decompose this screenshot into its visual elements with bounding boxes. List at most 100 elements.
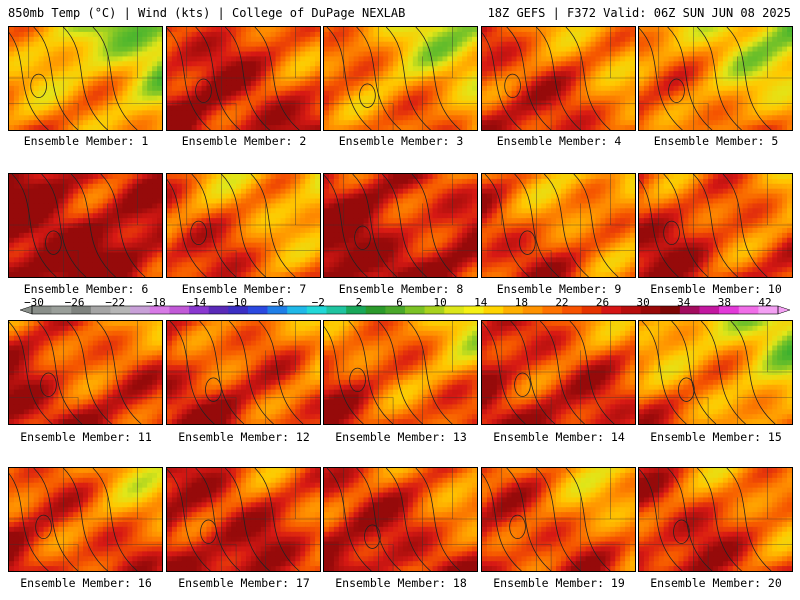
temperature-cell — [383, 56, 389, 62]
temperature-cell — [241, 247, 247, 253]
temperature-cell — [457, 125, 463, 130]
temperature-cell — [472, 66, 477, 72]
temperature-cell — [427, 178, 434, 185]
temperature-cell — [9, 71, 15, 77]
temperature-cell — [310, 71, 316, 77]
temperature-cell — [310, 95, 316, 102]
temperature-cell — [53, 90, 59, 97]
temperature-cell — [73, 267, 79, 273]
temperature-cell — [171, 227, 178, 234]
temperature-cell — [152, 242, 158, 249]
temperature-cell — [625, 76, 631, 82]
temperature-cell — [97, 262, 104, 268]
temperature-cell — [653, 27, 660, 33]
temperature-cell — [112, 90, 119, 97]
temperature-cell — [63, 242, 69, 249]
temperature-cell — [639, 36, 645, 43]
temperature-cell — [300, 105, 306, 111]
temperature-cell — [216, 36, 222, 43]
temperature-cell — [241, 46, 247, 53]
temperature-cell — [407, 56, 414, 62]
temperature-cell — [38, 66, 45, 72]
temperature-cell — [107, 213, 114, 219]
temperature-cell — [191, 27, 198, 33]
temperature-cell — [275, 46, 282, 53]
temperature-cell — [33, 272, 40, 277]
temperature-cell — [767, 85, 773, 92]
temperature-cell — [250, 85, 257, 92]
temperature-cell — [300, 183, 306, 190]
temperature-cell — [732, 61, 739, 67]
temperature-cell — [216, 56, 222, 62]
temperature-cell — [107, 208, 114, 214]
temperature-cell — [132, 174, 138, 180]
temperature-cell — [295, 193, 301, 200]
temperature-cell — [241, 208, 247, 214]
temperature-cell — [48, 71, 54, 77]
temperature-cell — [363, 27, 369, 33]
temperature-cell — [427, 110, 434, 116]
temperature-cell — [245, 223, 252, 229]
temperature-cell — [315, 56, 320, 62]
temperature-cell — [92, 272, 99, 277]
temperature-cell — [260, 198, 267, 204]
temperature-cell — [407, 46, 414, 53]
temperature-cell — [683, 120, 689, 126]
temperature-cell — [348, 183, 355, 190]
temperature-cell — [620, 125, 626, 130]
temperature-cell — [310, 188, 316, 195]
temperature-cell — [762, 51, 768, 57]
temperature-cell — [353, 105, 360, 111]
temperature-cell — [575, 56, 582, 62]
temperature-cell — [373, 76, 379, 82]
temperature-cell — [73, 66, 79, 72]
temperature-cell — [388, 110, 394, 116]
temperature-cell — [643, 125, 650, 130]
temperature-cell — [398, 188, 404, 195]
temperature-cell — [216, 76, 222, 82]
temperature-cell — [570, 71, 577, 77]
temperature-cell — [295, 237, 301, 244]
temperature-cell — [457, 66, 463, 72]
temperature-cell — [417, 90, 424, 97]
temperature-cell — [767, 41, 773, 48]
temperature-cell — [402, 61, 409, 67]
temperature-cell — [73, 110, 79, 116]
temperature-cell — [18, 105, 25, 111]
temperature-cell — [328, 174, 335, 180]
temperature-cell — [501, 61, 508, 67]
temperature-cell — [290, 71, 296, 77]
temperature-cell — [648, 85, 655, 92]
temperature-cell — [236, 188, 242, 195]
temperature-cell — [678, 105, 684, 111]
temperature-cell — [658, 120, 665, 126]
temperature-cell — [295, 115, 301, 121]
temperature-cell — [732, 90, 739, 97]
temperature-cell — [590, 41, 597, 48]
temperature-cell — [605, 46, 611, 53]
temperature-cell — [181, 178, 188, 185]
temperature-cell — [565, 51, 572, 57]
temperature-cell — [137, 120, 143, 126]
temperature-cell — [673, 120, 679, 126]
temperature-cell — [38, 272, 45, 277]
temperature-cell — [417, 66, 424, 72]
temperature-cell — [265, 232, 272, 239]
temperature-cell — [28, 203, 35, 209]
temperature-cell — [250, 95, 257, 102]
temperature-cell — [33, 193, 40, 200]
temperature-cell — [398, 66, 404, 72]
temperature-cell — [388, 27, 394, 33]
temperature-cell — [73, 27, 79, 33]
temperature-cell — [343, 218, 350, 224]
temperature-cell — [658, 85, 665, 92]
temperature-cell — [260, 56, 267, 62]
temperature-cell — [447, 66, 453, 72]
temperature-cell — [782, 95, 788, 102]
temperature-cell — [142, 105, 148, 111]
temperature-cell — [757, 95, 763, 102]
temperature-cell — [260, 247, 267, 253]
temperature-cell — [18, 218, 25, 224]
temperature-cell — [639, 95, 645, 102]
temperature-cell — [717, 31, 724, 38]
